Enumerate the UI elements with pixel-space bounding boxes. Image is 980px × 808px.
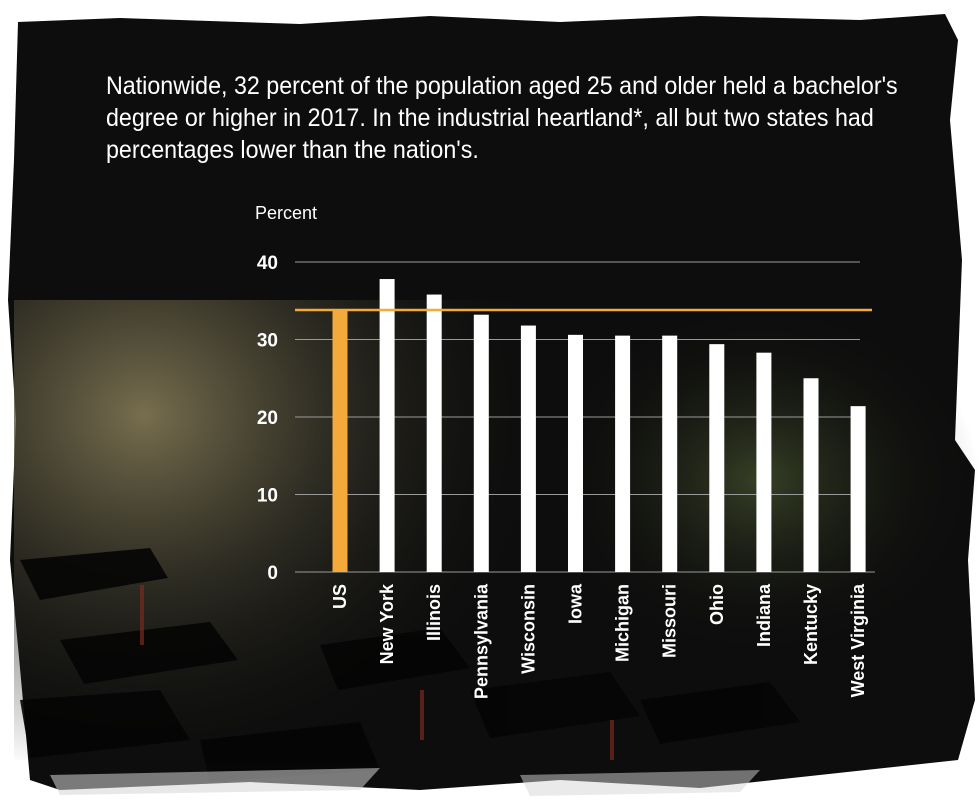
x-tick-label: US — [330, 584, 350, 609]
x-tick-label: New York — [377, 583, 397, 664]
x-tick-label: Indiana — [754, 583, 774, 647]
bar — [615, 335, 631, 572]
bar — [756, 352, 772, 572]
x-tick-label: Iowa — [566, 583, 586, 624]
y-axis-label: Percent — [255, 203, 317, 223]
x-tick-label: Missouri — [660, 584, 680, 658]
bar — [379, 279, 395, 572]
bars — [332, 279, 866, 572]
y-tick-labels: 0 10 20 30 40 — [257, 253, 278, 584]
x-tick-label: Ohio — [707, 584, 727, 625]
bar — [473, 314, 489, 572]
x-tick-label: Kentucky — [801, 584, 821, 665]
x-tick-label: Illinois — [424, 584, 444, 641]
bar — [520, 325, 536, 572]
bar — [803, 378, 819, 572]
bar — [850, 406, 866, 572]
x-tick-labels: US New York Illinois Pennsylvania Wisconsin I… — [330, 583, 868, 699]
bar — [568, 334, 583, 572]
bar — [332, 310, 348, 572]
x-tick-label: Pennsylvania — [471, 583, 491, 699]
bar — [662, 335, 678, 572]
x-tick-label: West Virginia — [848, 583, 868, 697]
bar — [426, 294, 442, 572]
x-tick-label: Wisconsin — [518, 584, 538, 674]
y-tick-label: 10 — [257, 486, 278, 507]
y-tick-label: 40 — [257, 253, 278, 274]
y-tick-label: 20 — [257, 408, 278, 429]
y-tick-label: 0 — [267, 563, 278, 584]
headline-text: Nationwide, 32 percent of the population… — [106, 72, 898, 164]
y-tick-label: 30 — [257, 331, 278, 352]
bar — [709, 344, 725, 572]
x-tick-label: Michigan — [613, 584, 633, 662]
